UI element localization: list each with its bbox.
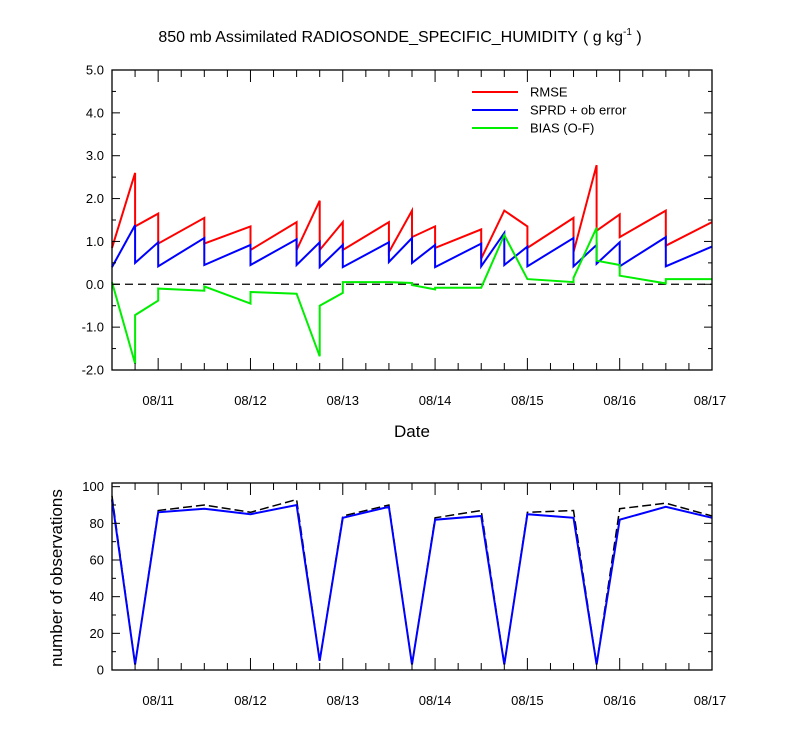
- x-tick-label: 08/16: [603, 393, 636, 408]
- series-line-bias-o-f: [111, 227, 712, 364]
- y-tick-label: 60: [90, 553, 104, 568]
- y-tick-label: -2.0: [82, 363, 104, 378]
- series-line-possible: [111, 495, 713, 665]
- x-tick-label: 08/13: [326, 393, 359, 408]
- y-tick-label: 100: [82, 479, 104, 494]
- bottom-plot-area: 0 20 40 60 80 100 08/11 08/12 08/13 08/14 08/15 08/…: [82, 479, 726, 708]
- y-tick-label: 20: [90, 626, 104, 641]
- x-tick-label: 08/13: [326, 693, 359, 708]
- plot-frame: [111, 482, 713, 671]
- x-tick-label: 08/14: [419, 393, 452, 408]
- x-tick-label: 08/12: [234, 693, 267, 708]
- chart-title-units-exp: -1: [623, 27, 632, 38]
- y-tick-label: 3.0: [86, 148, 104, 163]
- y-tick-label: 0.0: [86, 277, 104, 292]
- x-tick-label: 08/17: [694, 693, 727, 708]
- chart-title: 850 mb Assimilated RADIOSONDE_SPECIFIC_H…: [158, 27, 641, 46]
- y-tick-label: 5.0: [86, 63, 104, 78]
- top-plot-area: -2.0 -1.0 0.0 1.0 2.0 3.0 4.0 5.0 08/11 08/12 08/1…: [82, 63, 727, 409]
- y-tick-label: 4.0: [86, 105, 104, 120]
- chart-title-units-close: ): [632, 29, 642, 46]
- y-tick-label: 0: [97, 663, 104, 678]
- legend-label: RMSE: [530, 85, 568, 100]
- legend-label: BIAS (O-F): [530, 121, 594, 136]
- y-tick-label: 80: [90, 516, 104, 531]
- series-line-rmse: [111, 164, 713, 260]
- legend-label: SPRD + ob error: [530, 103, 627, 118]
- chart-title-units: ( g kg: [583, 29, 623, 46]
- top-x-axis-title: Date: [394, 422, 430, 441]
- x-tick-label: 08/11: [142, 393, 174, 408]
- x-tick-label: 08/17: [694, 393, 727, 408]
- bottom-y-axis-title: number of observations: [47, 489, 66, 667]
- y-tick-label: 1.0: [86, 234, 104, 249]
- x-tick-label: 08/14: [419, 693, 452, 708]
- x-tick-label: 08/16: [603, 693, 636, 708]
- x-tick-label: 08/11: [142, 693, 174, 708]
- chart-title-main: 850 mb Assimilated RADIOSONDE_SPECIFIC_H…: [158, 29, 578, 46]
- x-tick-label: 08/15: [511, 393, 544, 408]
- series-line-used: [111, 499, 713, 665]
- y-tick-label: -1.0: [82, 320, 104, 335]
- x-tick-label: 08/12: [234, 393, 267, 408]
- x-tick-label: 08/15: [511, 693, 544, 708]
- y-tick-label: 40: [90, 589, 104, 604]
- y-tick-label: 2.0: [86, 191, 104, 206]
